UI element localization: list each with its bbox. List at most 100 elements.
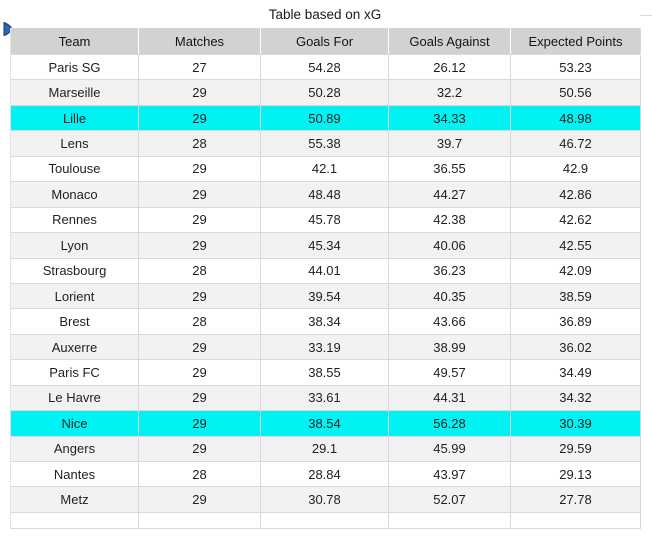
matches-cell[interactable]: 29 (139, 360, 261, 386)
matches-cell[interactable]: 29 (139, 334, 261, 361)
goals-for-cell[interactable]: 55.38 (261, 131, 389, 157)
goals-for-cell[interactable]: 54.28 (261, 55, 389, 81)
matches-cell[interactable]: 28 (139, 258, 261, 284)
team-cell[interactable]: Angers (11, 436, 139, 462)
goals-against-cell[interactable]: 39.7 (389, 131, 511, 157)
goals-for-cell[interactable]: 48.48 (261, 182, 389, 208)
matches-cell[interactable]: 29 (139, 156, 261, 183)
team-cell[interactable]: Nice (11, 411, 139, 437)
goals-for-cell[interactable]: 42.1 (261, 156, 389, 183)
team-cell[interactable]: Rennes (11, 207, 139, 234)
matches-cell[interactable]: 29 (139, 182, 261, 208)
goals-for-cell[interactable]: 33.19 (261, 334, 389, 361)
team-cell[interactable]: Le Havre (11, 385, 139, 412)
column-header-expected-points[interactable]: Expected Points (511, 28, 641, 54)
goals-against-cell[interactable]: 56.28 (389, 411, 511, 437)
expected-points-cell[interactable]: 50.56 (511, 80, 641, 106)
team-cell[interactable]: Nantes (11, 462, 139, 488)
goals-for-cell[interactable]: 29.1 (261, 436, 389, 462)
goals-against-cell[interactable]: 26.12 (389, 55, 511, 81)
matches-cell[interactable]: 27 (139, 55, 261, 81)
expected-points-cell[interactable]: 34.49 (511, 360, 641, 386)
team-cell[interactable]: Lyon (11, 233, 139, 259)
goals-for-cell[interactable]: 50.89 (261, 105, 389, 132)
goals-against-cell[interactable]: 32.2 (389, 80, 511, 106)
empty-cell[interactable] (139, 512, 261, 529)
goals-for-cell[interactable]: 44.01 (261, 258, 389, 284)
goals-against-cell[interactable]: 40.06 (389, 233, 511, 259)
expected-points-cell[interactable]: 36.02 (511, 334, 641, 361)
goals-against-cell[interactable]: 49.57 (389, 360, 511, 386)
matches-cell[interactable]: 29 (139, 385, 261, 412)
team-cell[interactable]: Lorient (11, 283, 139, 310)
goals-against-cell[interactable]: 44.27 (389, 182, 511, 208)
team-cell[interactable]: Metz (11, 487, 139, 513)
matches-cell[interactable]: 29 (139, 207, 261, 234)
team-cell[interactable]: Auxerre (11, 334, 139, 361)
goals-for-cell[interactable]: 50.28 (261, 80, 389, 106)
column-header-goals-for[interactable]: Goals For (261, 28, 389, 54)
team-cell[interactable]: Brest (11, 309, 139, 335)
expected-points-cell[interactable]: 30.39 (511, 411, 641, 437)
team-cell[interactable]: Toulouse (11, 156, 139, 183)
matches-cell[interactable]: 28 (139, 131, 261, 157)
empty-cell[interactable] (261, 512, 389, 529)
goals-against-cell[interactable]: 45.99 (389, 436, 511, 462)
goals-for-cell[interactable]: 38.54 (261, 411, 389, 437)
team-cell[interactable]: Paris FC (11, 360, 139, 386)
goals-against-cell[interactable]: 43.66 (389, 309, 511, 335)
empty-cell[interactable] (389, 512, 511, 529)
goals-for-cell[interactable]: 38.34 (261, 309, 389, 335)
matches-cell[interactable]: 29 (139, 233, 261, 259)
goals-against-cell[interactable]: 36.23 (389, 258, 511, 284)
expected-points-cell[interactable]: 27.78 (511, 487, 641, 513)
goals-for-cell[interactable]: 30.78 (261, 487, 389, 513)
column-header-goals-against[interactable]: Goals Against (389, 28, 511, 54)
column-header-team[interactable]: Team (11, 28, 139, 54)
matches-cell[interactable]: 29 (139, 436, 261, 462)
team-cell[interactable]: Lens (11, 131, 139, 157)
goals-for-cell[interactable]: 33.61 (261, 385, 389, 412)
expected-points-cell[interactable]: 42.09 (511, 258, 641, 284)
expected-points-cell[interactable]: 42.86 (511, 182, 641, 208)
expected-points-cell[interactable]: 42.62 (511, 207, 641, 234)
goals-for-cell[interactable]: 45.78 (261, 207, 389, 234)
goals-for-cell[interactable]: 39.54 (261, 283, 389, 310)
goals-against-cell[interactable]: 36.55 (389, 156, 511, 183)
expected-points-cell[interactable]: 48.98 (511, 105, 641, 132)
team-cell[interactable]: Marseille (11, 80, 139, 106)
matches-cell[interactable]: 29 (139, 411, 261, 437)
team-cell[interactable]: Paris SG (11, 55, 139, 81)
expected-points-cell[interactable]: 34.32 (511, 385, 641, 412)
expected-points-cell[interactable]: 42.9 (511, 156, 641, 183)
team-cell[interactable]: Monaco (11, 182, 139, 208)
matches-cell[interactable]: 28 (139, 309, 261, 335)
team-cell[interactable]: Lille (11, 105, 139, 132)
matches-cell[interactable]: 29 (139, 80, 261, 106)
team-cell[interactable]: Strasbourg (11, 258, 139, 284)
matches-cell[interactable]: 28 (139, 462, 261, 488)
goals-against-cell[interactable]: 52.07 (389, 487, 511, 513)
matches-cell[interactable]: 29 (139, 487, 261, 513)
matches-cell[interactable]: 29 (139, 283, 261, 310)
matches-cell[interactable]: 29 (139, 105, 261, 132)
expected-points-cell[interactable]: 29.59 (511, 436, 641, 462)
goals-against-cell[interactable]: 42.38 (389, 207, 511, 234)
goals-against-cell[interactable]: 44.31 (389, 385, 511, 412)
empty-cell[interactable] (11, 512, 139, 529)
expected-points-cell[interactable]: 38.59 (511, 283, 641, 310)
goals-for-cell[interactable]: 28.84 (261, 462, 389, 488)
goals-against-cell[interactable]: 34.33 (389, 105, 511, 132)
goals-for-cell[interactable]: 38.55 (261, 360, 389, 386)
expected-points-cell[interactable]: 46.72 (511, 131, 641, 157)
column-header-matches[interactable]: Matches (139, 28, 261, 54)
goals-against-cell[interactable]: 43.97 (389, 462, 511, 488)
goals-against-cell[interactable]: 38.99 (389, 334, 511, 361)
empty-cell[interactable] (511, 512, 641, 529)
goals-for-cell[interactable]: 45.34 (261, 233, 389, 259)
expected-points-cell[interactable]: 36.89 (511, 309, 641, 335)
expected-points-cell[interactable]: 53.23 (511, 55, 641, 81)
expected-points-cell[interactable]: 42.55 (511, 233, 641, 259)
expected-points-cell[interactable]: 29.13 (511, 462, 641, 488)
goals-against-cell[interactable]: 40.35 (389, 283, 511, 310)
